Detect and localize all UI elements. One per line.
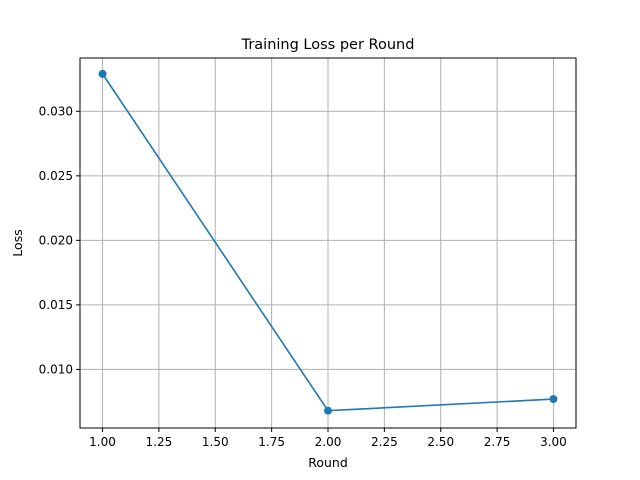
x-axis-label: Round	[308, 455, 348, 470]
x-tick-label: 1.50	[202, 435, 229, 449]
x-tick-label: 2.50	[427, 435, 454, 449]
x-tick-label: 2.00	[315, 435, 342, 449]
y-tick-label: 0.010	[39, 362, 73, 376]
data-point	[324, 406, 332, 415]
y-axis-label: Loss	[10, 229, 25, 256]
y-tick-label: 0.025	[39, 169, 73, 183]
x-tick-label: 1.75	[258, 435, 285, 449]
series-layer	[98, 69, 558, 415]
chart-title: Training Loss per Round	[241, 37, 415, 53]
x-tick-label: 1.25	[146, 435, 173, 449]
data-point	[549, 395, 558, 404]
x-tick-label: 3.00	[540, 435, 567, 449]
x-axis-ticks: 1.00 1.25 1.50 1.75 2.00 2.25 2.50 2.75 3.00	[89, 428, 567, 449]
x-tick-label: 1.00	[89, 435, 116, 449]
x-tick-label: 2.75	[484, 435, 511, 449]
y-tick-label: 0.030	[39, 104, 73, 118]
x-tick-label: 2.25	[371, 435, 398, 449]
y-tick-label: 0.015	[39, 298, 73, 312]
data-point	[98, 69, 107, 78]
y-tick-label: 0.020	[39, 233, 73, 247]
y-axis-ticks: 0.010 0.015 0.020 0.025 0.030	[39, 104, 80, 376]
